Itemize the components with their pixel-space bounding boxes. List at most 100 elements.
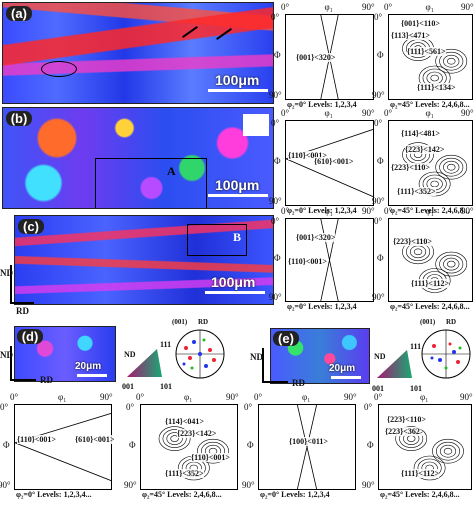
panel-label-c: (c) <box>18 219 44 234</box>
ipf-color-legend <box>127 349 162 377</box>
grain-ellipse <box>41 61 77 77</box>
panel-label-b: (b) <box>6 111 32 126</box>
odf-levels-label: φ₂=0° Levels: 1,2,3,4 <box>287 100 357 109</box>
odf-tick-x-mid: φ₁ <box>420 392 429 402</box>
odf-annotation: {223}<142> <box>177 429 217 438</box>
odf-levels-label: φ₂=45° Levels: 2,4,6,8... <box>390 206 470 215</box>
odf-levels-label: φ₂=0° Levels: 1,2,3,4 <box>287 302 357 311</box>
odf-tick-y-mid: Φ <box>377 50 384 60</box>
odf-tick-y-mid: Φ <box>274 156 281 166</box>
ebsd-map-e: (e) 20μm <box>270 328 370 384</box>
odf-annotation: {114}<041> <box>165 417 204 426</box>
odf-tick-x-end: 90° <box>461 2 474 12</box>
odf-contours <box>297 405 317 489</box>
panel-label-a: (a) <box>6 6 32 21</box>
odf-tick-x-end: 90° <box>362 206 375 216</box>
scale-label: 100μm <box>215 72 260 88</box>
ipf-nd-label: ND <box>124 350 136 359</box>
odf-tick-y-end: 90° <box>0 480 11 490</box>
scale-label: 20μm <box>75 361 102 372</box>
scale-label: 20μm <box>329 363 356 374</box>
odf-annotation: {223}<110> <box>387 415 426 424</box>
odf-tick-x-mid: φ₁ <box>58 392 67 402</box>
odf-tick-x-mid: φ₁ <box>425 108 434 118</box>
nd-axis-label: ND <box>250 352 263 362</box>
pole-figure-rd: RD <box>446 318 457 326</box>
ipf-mini-legend <box>243 114 269 136</box>
odf-section-d0: {110}<001> {610}<001> <box>14 404 115 490</box>
odf-tick-y-start: 0° <box>271 12 280 22</box>
odf-contours <box>15 413 111 481</box>
scale-label: 100μm <box>215 177 260 193</box>
odf-tick-y-start: 0° <box>364 402 373 412</box>
odf-annotation: {110}<001> <box>288 257 327 266</box>
odf-section-b45: {114}<481> {223}<142> {223}<110> {111}<352> <box>388 120 473 206</box>
odf-contours <box>402 239 468 293</box>
odf-section-e0: {100}<011> <box>258 404 356 490</box>
region-box-b <box>187 224 247 256</box>
odf-annotation: {223}<110> <box>393 237 432 246</box>
odf-annotation: {111}<561> <box>407 47 446 56</box>
ipf-001-label: 001 <box>122 382 134 391</box>
odf-section-a45: {001}<110> {113}<471> {111}<561> {111}<134> <box>388 14 473 100</box>
scale-bar <box>205 291 265 294</box>
pole-figure-rd: RD <box>198 318 209 326</box>
odf-tick-y-mid: Φ <box>247 440 254 450</box>
odf-tick-x-start: 0° <box>281 2 290 12</box>
odf-tick-x-end: 90° <box>226 392 239 402</box>
odf-tick-y-end: 90° <box>362 480 375 490</box>
odf-tick-y-mid: Φ <box>274 253 281 263</box>
odf-section-c0: {001}<320> {110}<001> <box>285 218 374 302</box>
rd-axis-label: RD <box>40 375 53 385</box>
ipf-nd-label: ND <box>374 352 386 361</box>
nd-axis-label: ND <box>0 268 13 278</box>
odf-levels-label: φ₂=45° Levels: 2,4,6,8... <box>142 490 222 499</box>
scale-bar <box>208 194 268 197</box>
odf-tick-y-start: 0° <box>271 118 280 128</box>
rd-axis-arrow <box>262 381 288 383</box>
ipf-001-label: 001 <box>372 384 384 393</box>
odf-section-e45: {223}<110> {223}<362> {111}<112> <box>378 404 472 490</box>
odf-annotation: {111}<352> <box>397 187 436 196</box>
odf-tick-x-mid: φ₁ <box>324 108 333 118</box>
scale-label: 100μm <box>211 274 256 290</box>
nd-axis-label: ND <box>0 350 13 360</box>
odf-section-d45: {114}<041> {223}<142> {110}<001> {111}<352> <box>140 404 238 490</box>
odf-annotation: {100}<011> <box>289 437 328 446</box>
odf-tick-x-mid: φ₁ <box>324 206 333 216</box>
odf-annotation: {111}<352> <box>165 469 204 478</box>
odf-tick-y-start: 0° <box>374 12 383 22</box>
odf-tick-y-start: 0° <box>374 216 383 226</box>
odf-annotation: {223}<362> <box>385 427 425 436</box>
odf-tick-x-start: 0° <box>254 392 263 402</box>
odf-tick-x-mid: φ₁ <box>425 206 434 216</box>
scale-bar <box>208 89 268 92</box>
scale-bar <box>77 374 107 377</box>
odf-tick-x-start: 0° <box>281 206 290 216</box>
region-label-a: A <box>167 164 176 178</box>
odf-annotation: {111}<134> <box>417 83 456 92</box>
odf-annotation: {001}<320> <box>296 53 336 62</box>
pole-figure-label: (001) <box>172 318 188 326</box>
odf-tick-x-mid: φ₁ <box>302 392 311 402</box>
panel-label-d: (d) <box>17 329 43 344</box>
ipf-111-label: 111 <box>410 342 422 351</box>
odf-annotation: {113}<471> <box>391 31 430 40</box>
rd-axis-arrow <box>10 302 34 304</box>
odf-annotation: {001}<320> <box>296 233 336 242</box>
odf-tick-x-start: 0° <box>384 206 393 216</box>
odf-tick-y-start: 0° <box>244 402 253 412</box>
odf-levels-label: φ₂=0° Levels: 1,2,3,4 <box>287 206 357 215</box>
odf-tick-x-start: 0° <box>384 108 393 118</box>
nd-axis-arrow <box>262 348 264 382</box>
odf-annotation: {223}<142> <box>405 145 445 154</box>
odf-levels-label: φ₂=0° Levels: 1,2,3,4 <box>260 490 330 499</box>
rd-axis-arrow <box>10 379 36 381</box>
odf-tick-y-mid: Φ <box>129 440 136 450</box>
odf-tick-y-start: 0° <box>374 118 383 128</box>
scale-bar <box>331 376 361 379</box>
odf-annotation: {110}<001> <box>191 453 230 462</box>
odf-tick-y-start: 0° <box>0 402 9 412</box>
odf-tick-y-end: 90° <box>269 292 282 302</box>
odf-levels-label: φ₂=0° Levels: 1,2,3,4... <box>16 490 92 499</box>
